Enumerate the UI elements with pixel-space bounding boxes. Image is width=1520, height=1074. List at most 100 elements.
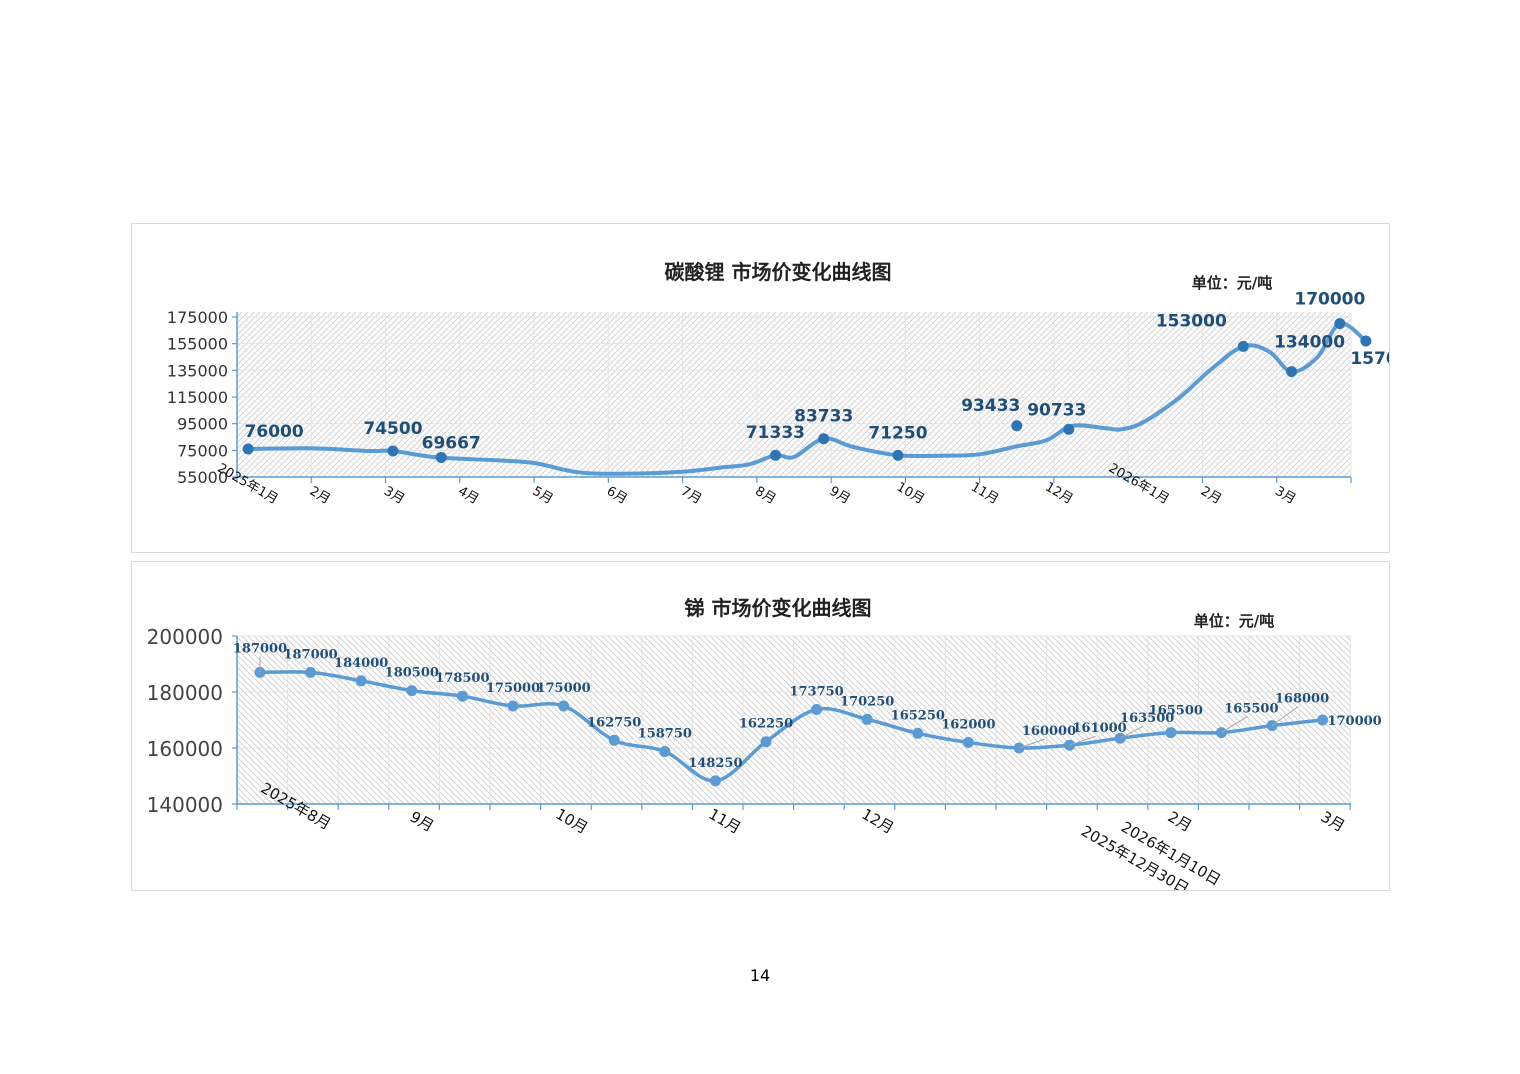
data-point-marker bbox=[1114, 732, 1126, 744]
data-point-marker bbox=[507, 700, 519, 712]
x-tick-label: 4月 bbox=[455, 484, 481, 508]
page-number: 14 bbox=[749, 966, 771, 985]
data-point-marker bbox=[769, 449, 781, 461]
data-label: 161000 bbox=[1072, 721, 1126, 736]
x-tick-label: 2月 bbox=[1198, 484, 1224, 508]
data-point-marker bbox=[406, 685, 418, 697]
data-point-marker bbox=[861, 713, 873, 725]
unit-label: 单位：元/吨 bbox=[1194, 612, 1274, 630]
data-point-marker bbox=[608, 734, 620, 746]
data-label: 71333 bbox=[746, 423, 805, 443]
data-point-marker bbox=[1334, 318, 1346, 330]
plot-area bbox=[237, 312, 1351, 477]
data-point-marker bbox=[1063, 423, 1075, 435]
chart-title: 锑 市场价变化曲线图 bbox=[685, 596, 872, 620]
data-label: 74500 bbox=[363, 419, 422, 439]
data-point-marker bbox=[892, 449, 904, 461]
data-label: 148250 bbox=[688, 756, 742, 771]
data-point-marker bbox=[456, 690, 468, 702]
data-point-marker bbox=[1011, 420, 1023, 432]
data-label: 170250 bbox=[840, 694, 894, 709]
data-point-marker bbox=[912, 727, 924, 739]
x-tick-label: 8月 bbox=[752, 484, 778, 508]
data-label: 162250 bbox=[739, 717, 793, 732]
data-label: 184000 bbox=[334, 656, 388, 671]
data-label: 168000 bbox=[1275, 692, 1329, 707]
data-label: 187000 bbox=[233, 641, 287, 656]
data-point-marker bbox=[305, 666, 317, 678]
data-label: 90733 bbox=[1027, 400, 1086, 420]
data-label: 83733 bbox=[794, 407, 853, 427]
data-label: 170000 bbox=[1294, 290, 1365, 310]
data-label: 165250 bbox=[891, 708, 945, 723]
leader-line bbox=[1018, 738, 1046, 749]
data-point-marker bbox=[558, 700, 570, 712]
y-tick-label: 180000 bbox=[147, 681, 223, 705]
leader-line bbox=[1069, 735, 1096, 746]
data-label: 71250 bbox=[868, 423, 927, 443]
unit-label: 单位：元/吨 bbox=[1192, 274, 1272, 292]
data-label: 158750 bbox=[638, 727, 692, 742]
y-tick-label: 75000 bbox=[177, 441, 228, 460]
data-point-marker bbox=[659, 746, 671, 757]
data-label: 160000 bbox=[1022, 724, 1076, 739]
data-point-marker bbox=[818, 433, 830, 445]
y-tick-label: 55000 bbox=[177, 468, 228, 487]
data-point-marker bbox=[355, 675, 367, 687]
x-tick-label: 7月 bbox=[678, 484, 704, 508]
leader-line bbox=[1271, 706, 1299, 727]
data-point-marker bbox=[1360, 335, 1372, 347]
x-tick-label: 2月 bbox=[1165, 808, 1195, 836]
data-label: 173750 bbox=[789, 685, 843, 700]
data-label: 163500 bbox=[1120, 711, 1174, 726]
data-point-marker bbox=[242, 443, 254, 455]
data-label: 175000 bbox=[486, 681, 540, 696]
x-tick-label: 3月 bbox=[381, 484, 407, 508]
x-tick-label: 9月 bbox=[827, 484, 853, 508]
data-point-marker bbox=[760, 736, 772, 748]
lithium-carbonate-chart: 碳酸锂 市场价变化曲线图 单位：元/吨 175000 155000 135000 11… bbox=[167, 260, 1389, 508]
data-label: 187000 bbox=[283, 647, 337, 662]
data-label: 165500 bbox=[1224, 702, 1278, 717]
y-tick-label: 95000 bbox=[177, 415, 228, 434]
x-tick-label: 10月 bbox=[552, 805, 591, 838]
y-tick-label: 200000 bbox=[147, 625, 223, 649]
x-tick-label: 2月 bbox=[307, 484, 333, 508]
leader-line bbox=[1119, 725, 1144, 739]
data-label: 153000 bbox=[1156, 311, 1227, 331]
data-point-marker bbox=[1064, 739, 1076, 751]
y-tick-label: 160000 bbox=[147, 737, 223, 761]
data-point-marker bbox=[254, 666, 266, 678]
data-label: 134000 bbox=[1274, 333, 1345, 353]
data-point-marker bbox=[1286, 366, 1298, 378]
x-tick-label: 12月 bbox=[858, 805, 897, 838]
x-tick-label: 10月 bbox=[894, 480, 927, 508]
data-point-marker bbox=[1237, 340, 1249, 352]
x-tick-label: 11月 bbox=[705, 805, 744, 838]
x-tick-label: 12月 bbox=[1042, 480, 1075, 508]
data-label: 162750 bbox=[587, 715, 641, 730]
data-point-marker bbox=[435, 451, 447, 463]
data-label: 180500 bbox=[385, 666, 439, 681]
data-point-marker bbox=[1165, 727, 1177, 739]
x-tick-label: 6月 bbox=[604, 484, 630, 508]
series-line bbox=[259, 670, 1323, 783]
data-point-marker bbox=[811, 704, 823, 715]
data-label: 175000 bbox=[536, 681, 590, 696]
x-tick-label: 5月 bbox=[530, 484, 556, 508]
data-point-marker bbox=[387, 445, 399, 457]
y-tick-label: 140000 bbox=[147, 793, 223, 817]
x-tick-label: 3月 bbox=[1272, 484, 1298, 508]
x-tick-label: 11月 bbox=[968, 480, 1001, 508]
leader-line bbox=[1221, 716, 1248, 734]
data-label: 157000 bbox=[1350, 349, 1389, 369]
y-tick-label: 175000 bbox=[167, 308, 228, 327]
x-tick-label: 3月 bbox=[1318, 808, 1348, 836]
data-label: 178500 bbox=[435, 671, 489, 686]
data-label: 76000 bbox=[245, 422, 304, 442]
x-tick-label: 9月 bbox=[407, 808, 437, 836]
data-point-marker bbox=[962, 736, 974, 748]
data-point-marker bbox=[709, 775, 721, 787]
lithium-carbonate-chart-panel: 碳酸锂 市场价变化曲线图 单位：元/吨 175000 155000 135000 11… bbox=[131, 223, 1390, 553]
data-point-marker bbox=[1317, 714, 1329, 726]
